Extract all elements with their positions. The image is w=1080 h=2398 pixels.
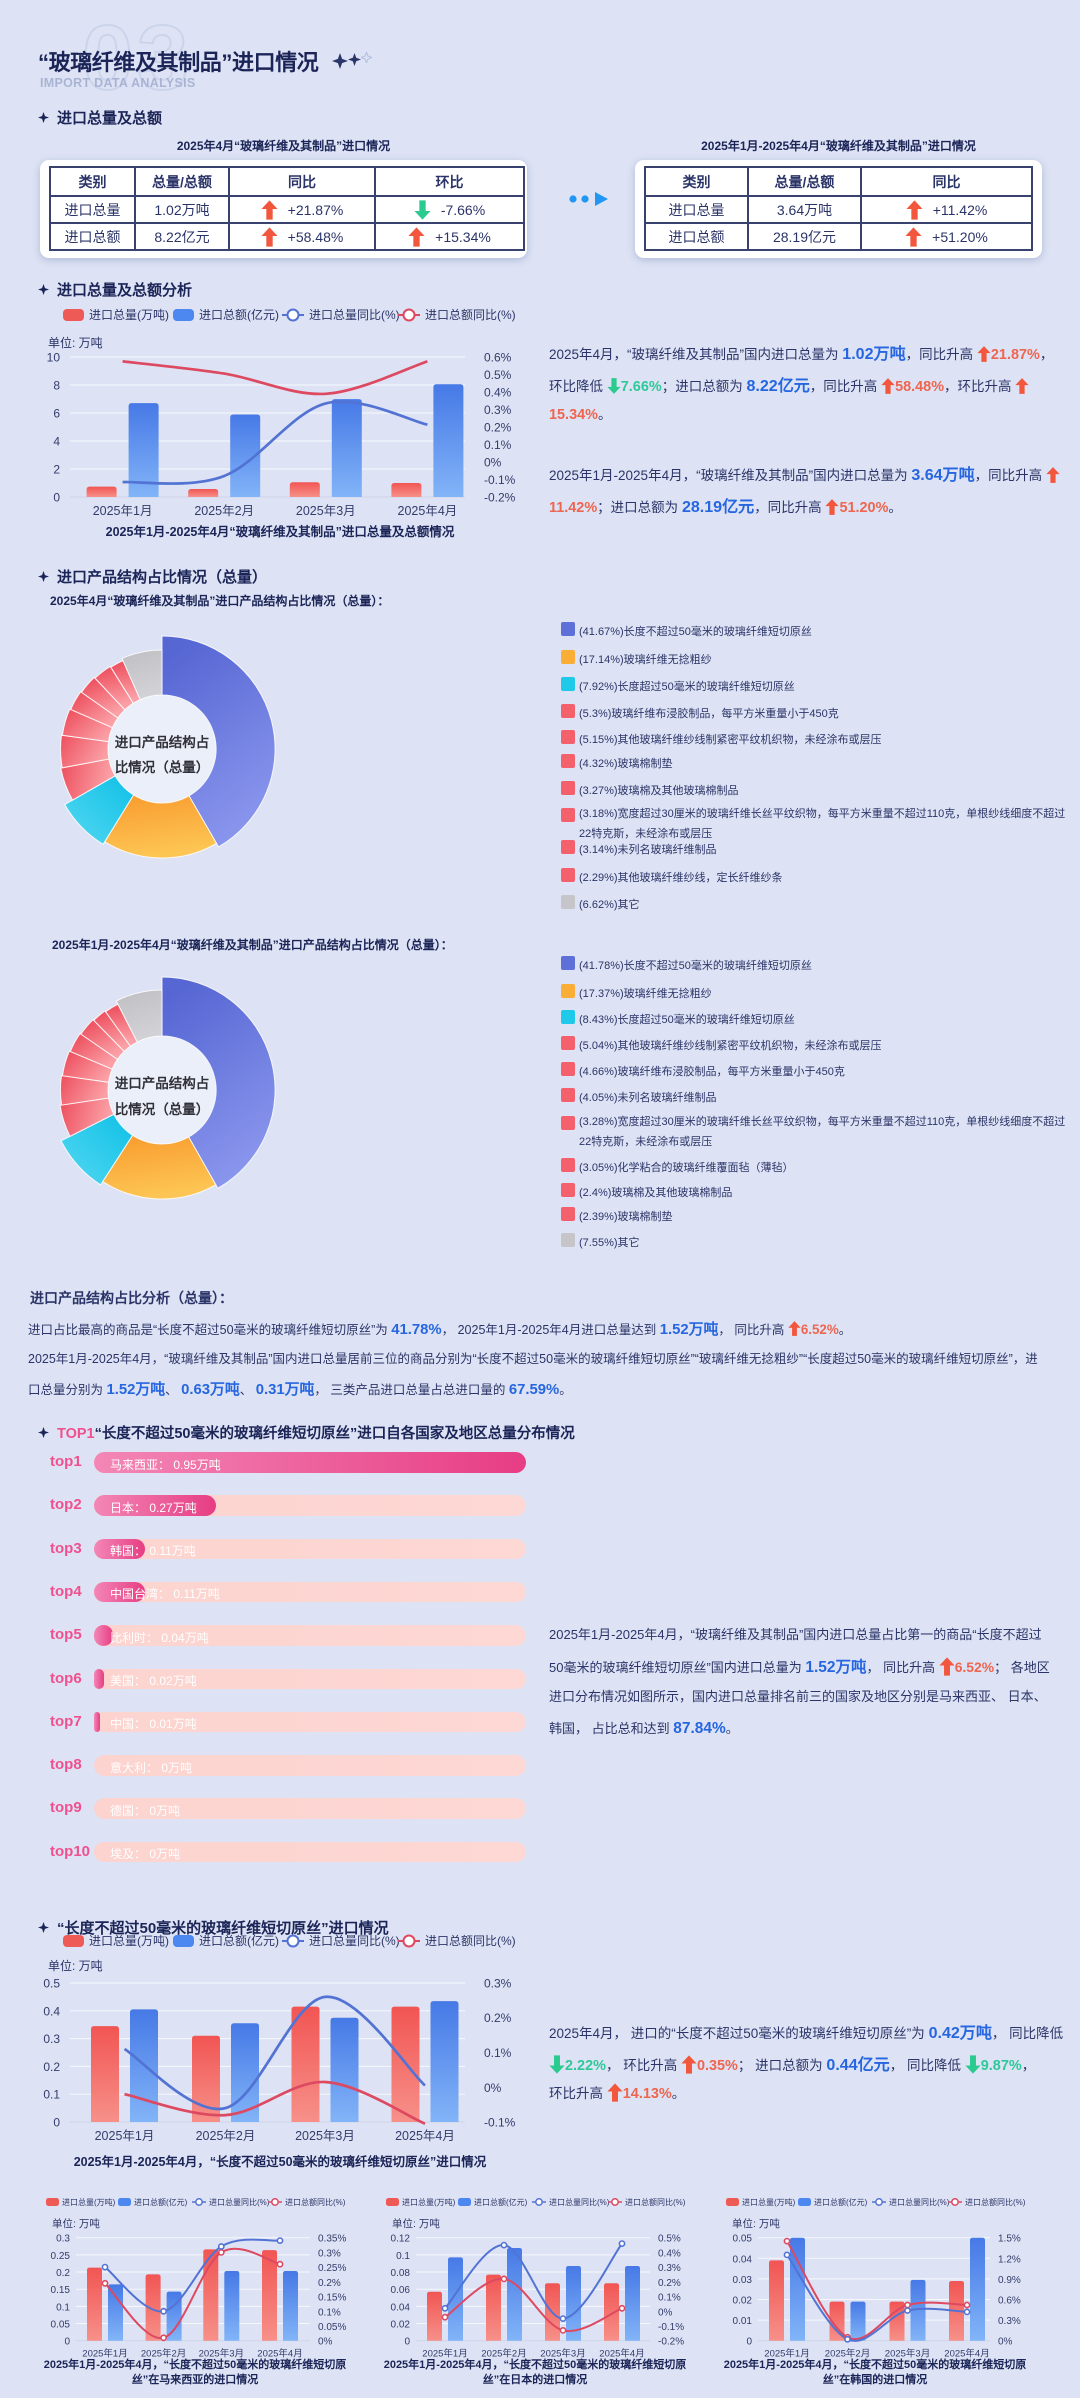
svg-text:0.35%: 0.35% bbox=[318, 2234, 346, 2245]
svg-text:10: 10 bbox=[47, 351, 61, 365]
svg-text:0.1: 0.1 bbox=[396, 2251, 410, 2262]
svg-text:0.15: 0.15 bbox=[51, 2285, 71, 2296]
svg-text:0.5: 0.5 bbox=[43, 1977, 60, 1991]
svg-text:2025年3月: 2025年3月 bbox=[199, 2348, 244, 2360]
svg-text:0: 0 bbox=[53, 491, 60, 505]
svg-text:0%: 0% bbox=[658, 2307, 673, 2318]
svg-text:0.05: 0.05 bbox=[733, 2234, 753, 2245]
svg-text:2025年2月: 2025年2月 bbox=[194, 504, 254, 518]
svg-text:0.3%: 0.3% bbox=[484, 1977, 512, 1991]
svg-text:-0.1%: -0.1% bbox=[658, 2322, 684, 2333]
svg-text:2025年1月: 2025年1月 bbox=[82, 2348, 127, 2360]
svg-text:2025年1月: 2025年1月 bbox=[422, 2348, 467, 2360]
svg-text:0%: 0% bbox=[484, 456, 502, 470]
svg-text:0.1%: 0.1% bbox=[318, 2307, 341, 2318]
svg-text:0.2: 0.2 bbox=[56, 2268, 70, 2279]
svg-text:-0.1%: -0.1% bbox=[484, 473, 516, 487]
svg-text:0.25%: 0.25% bbox=[318, 2263, 346, 2274]
svg-text:2025年4月: 2025年4月 bbox=[257, 2348, 302, 2360]
svg-text:0.04: 0.04 bbox=[733, 2254, 753, 2265]
svg-text:2025年2月: 2025年2月 bbox=[196, 2129, 256, 2143]
svg-text:6: 6 bbox=[53, 407, 60, 421]
svg-text:2025年3月: 2025年3月 bbox=[295, 2129, 355, 2143]
svg-text:0%: 0% bbox=[998, 2337, 1013, 2348]
svg-text:0.3: 0.3 bbox=[56, 2234, 70, 2245]
svg-text:0.4%: 0.4% bbox=[484, 386, 512, 400]
svg-text:0.5%: 0.5% bbox=[484, 368, 512, 382]
svg-text:0.12: 0.12 bbox=[391, 2234, 411, 2245]
svg-text:0: 0 bbox=[404, 2337, 410, 2348]
svg-text:2025年4月: 2025年4月 bbox=[944, 2348, 989, 2360]
svg-text:0%: 0% bbox=[318, 2337, 333, 2348]
svg-text:0.4: 0.4 bbox=[43, 2004, 60, 2018]
svg-text:0.05%: 0.05% bbox=[318, 2322, 346, 2333]
svg-text:2025年3月: 2025年3月 bbox=[540, 2348, 585, 2360]
svg-text:2025年4月: 2025年4月 bbox=[395, 2129, 455, 2143]
svg-text:0.1%: 0.1% bbox=[484, 438, 512, 452]
svg-text:1.5%: 1.5% bbox=[998, 2234, 1021, 2245]
svg-text:0.9%: 0.9% bbox=[998, 2275, 1021, 2286]
svg-text:-0.2%: -0.2% bbox=[658, 2337, 684, 2348]
svg-text:0.3%: 0.3% bbox=[998, 2316, 1021, 2327]
svg-text:0.3%: 0.3% bbox=[318, 2248, 341, 2259]
svg-text:4: 4 bbox=[53, 435, 60, 449]
svg-text:0.1: 0.1 bbox=[43, 2088, 60, 2102]
svg-text:1.2%: 1.2% bbox=[998, 2254, 1021, 2265]
svg-text:2025年3月: 2025年3月 bbox=[885, 2348, 930, 2360]
svg-text:2025年4月: 2025年4月 bbox=[599, 2348, 644, 2360]
svg-text:0.1%: 0.1% bbox=[658, 2293, 681, 2304]
svg-text:0.02: 0.02 bbox=[391, 2320, 411, 2331]
svg-text:0%: 0% bbox=[484, 2081, 502, 2095]
svg-text:0: 0 bbox=[64, 2337, 70, 2348]
svg-text:0: 0 bbox=[53, 2116, 60, 2130]
svg-text:0.2%: 0.2% bbox=[484, 2011, 512, 2025]
svg-text:0: 0 bbox=[746, 2337, 752, 2348]
svg-text:0.25: 0.25 bbox=[51, 2251, 71, 2262]
svg-text:-0.2%: -0.2% bbox=[484, 491, 516, 505]
svg-text:0.6%: 0.6% bbox=[484, 351, 512, 365]
svg-text:0.3: 0.3 bbox=[43, 2032, 60, 2046]
svg-text:0.04: 0.04 bbox=[391, 2302, 411, 2313]
svg-text:2025年3月: 2025年3月 bbox=[296, 504, 356, 518]
svg-text:2025年4月: 2025年4月 bbox=[398, 504, 458, 518]
svg-text:0.5%: 0.5% bbox=[658, 2234, 681, 2245]
svg-text:0.1%: 0.1% bbox=[484, 2046, 512, 2060]
svg-text:0.08: 0.08 bbox=[391, 2268, 411, 2279]
svg-text:2025年1月: 2025年1月 bbox=[764, 2348, 809, 2360]
svg-text:0.4%: 0.4% bbox=[658, 2248, 681, 2259]
svg-text:0.3%: 0.3% bbox=[658, 2263, 681, 2274]
svg-text:2025年2月: 2025年2月 bbox=[825, 2348, 870, 2360]
svg-text:0.15%: 0.15% bbox=[318, 2293, 346, 2304]
svg-text:0.2%: 0.2% bbox=[658, 2278, 681, 2289]
svg-text:-0.1%: -0.1% bbox=[484, 2116, 516, 2130]
svg-text:0.2: 0.2 bbox=[43, 2060, 60, 2074]
svg-text:2025年1月: 2025年1月 bbox=[95, 2129, 155, 2143]
svg-text:8: 8 bbox=[53, 379, 60, 393]
svg-text:0.02: 0.02 bbox=[733, 2296, 753, 2307]
svg-text:0.6%: 0.6% bbox=[998, 2296, 1021, 2307]
svg-text:0.03: 0.03 bbox=[733, 2275, 753, 2286]
svg-text:0.05: 0.05 bbox=[51, 2320, 71, 2331]
svg-text:0.3%: 0.3% bbox=[484, 403, 512, 417]
svg-text:2025年2月: 2025年2月 bbox=[141, 2348, 186, 2360]
svg-text:0.2%: 0.2% bbox=[484, 421, 512, 435]
svg-text:2025年2月: 2025年2月 bbox=[481, 2348, 526, 2360]
svg-text:2025年1月: 2025年1月 bbox=[93, 504, 153, 518]
svg-text:2: 2 bbox=[53, 463, 60, 477]
svg-text:0.1: 0.1 bbox=[56, 2302, 70, 2313]
svg-text:0.2%: 0.2% bbox=[318, 2278, 341, 2289]
svg-text:0.01: 0.01 bbox=[733, 2316, 753, 2327]
svg-text:0.06: 0.06 bbox=[391, 2285, 411, 2296]
